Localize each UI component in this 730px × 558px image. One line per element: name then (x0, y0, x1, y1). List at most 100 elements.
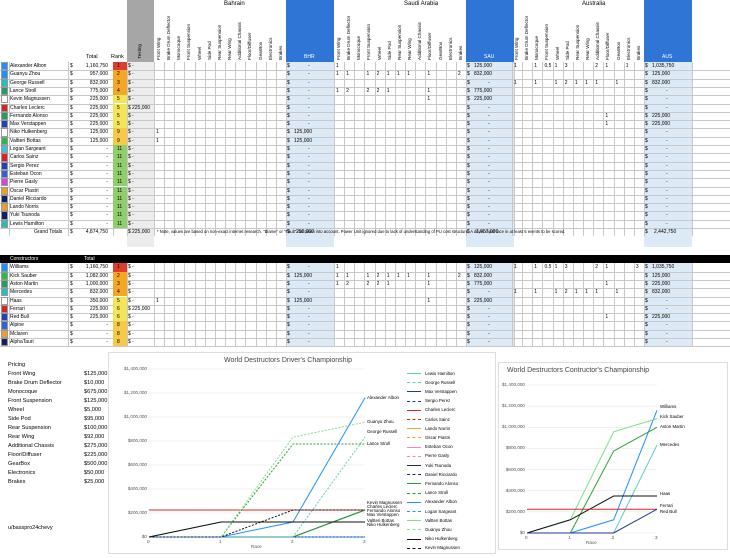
driver-sau-part-mark[interactable]: 2 (346, 87, 349, 94)
constructor-aus-part-mark[interactable]: 0.5 (544, 264, 552, 271)
driver-sau-part-mark[interactable]: 2 (376, 71, 380, 78)
constructor-aus-part-mark[interactable]: 1 (595, 289, 598, 296)
driver-row[interactable]: Lando Norris $ -11 $ - $ - $ - $ - (0, 203, 730, 212)
constructor-row[interactable]: Red Bull $225,000 6 $ - $ - $ - $225,000 1 (0, 313, 730, 322)
driver-sau-part-mark[interactable]: 1 (407, 71, 410, 78)
driver-aus-part-mark[interactable]: 1 (554, 79, 558, 86)
constructor-sau-part-mark[interactable]: 1 (386, 280, 390, 287)
driver-row[interactable]: Guanyu Zhou $957,000 2 $ - $ - $832,000 $125,000… (0, 70, 730, 79)
driver-row[interactable]: George Russell $832,000 3 $ - $ - $ - $832,000 1 1 1… (0, 78, 730, 87)
constructor-aus-part-mark[interactable]: 3 (564, 264, 568, 271)
constructor-row[interactable]: Aston Martin $1,000,000 3 $ - $ - $775,000 $225,… (0, 279, 730, 289)
constructor-aus-part-mark[interactable]: 1 (605, 280, 609, 287)
driver-sau-part-mark[interactable]: 1 (336, 71, 339, 78)
constructor-row[interactable]: Haas $350,000 5 $ - $125,000 $225,000 $ -1 (0, 296, 730, 305)
constructor-row[interactable]: Mercedes $832,000 4 $ - $ - $ - $832,000 1 1 1 2 1 1 1 1 (0, 288, 730, 297)
driver-aus-part-mark[interactable]: 1 (514, 79, 517, 86)
driver-row[interactable]: Valtteri Bottas $125,000 9 $ - $125,000 $ - $ - (0, 136, 730, 145)
driver-aus-part-mark[interactable]: 1 (595, 79, 598, 86)
constructor-sau-part-mark[interactable]: 1 (386, 272, 390, 279)
driver-aus-part-mark[interactable]: 1 (605, 63, 609, 69)
driver-aus-part-mark[interactable]: 1 (585, 79, 588, 86)
driver-sau-part-mark[interactable]: 2 (376, 87, 380, 94)
driver-sau-part-mark[interactable]: 1 (386, 71, 390, 78)
constructor-aus-part-mark[interactable]: 3 (635, 264, 639, 271)
constructor-row[interactable]: Alpine $ -8 $ - $ - $ - $ - (0, 321, 730, 330)
constructor-aus-part-mark[interactable]: 1 (514, 264, 517, 271)
constructor-aus-part-mark[interactable]: 1 (534, 264, 538, 271)
driver-sau-part-mark[interactable]: 2 (457, 71, 461, 78)
constructor-row[interactable]: Ferrari $225,000 6 $225,000 $ - $ - $ - (0, 304, 730, 314)
driver-row[interactable]: Daniel Ricciardo $ -11 $ - $ - $ - $ - (0, 194, 730, 204)
constructor-sau-part-mark[interactable]: 1 (366, 272, 370, 279)
haas-bahrain-mark[interactable]: 1 (156, 297, 159, 304)
driver-row[interactable]: Sergio Perez $ -11 $ - $ - $ - $ - (0, 161, 730, 170)
constructor-sau-part-mark[interactable]: 2 (457, 272, 461, 279)
constructor-row[interactable]: Mclaren $ -8 $ - $ - $ - $ - (0, 329, 730, 338)
constructor-row[interactable]: Williams $1,160,750 1 $ - $ - $125,000 $1,035,75… (0, 263, 730, 272)
constructor-sau-part-mark[interactable]: 1 (427, 272, 431, 279)
driver-row[interactable]: Logan Sargeant $ -11 $ - $ - $ - $ - (0, 145, 730, 154)
driver-aus-part-mark[interactable]: 1 (534, 79, 538, 86)
driver-row[interactable]: Oscar Piastri $ -11 $ - $ - $ - $ - (0, 186, 730, 195)
constructor-sau-part-mark[interactable]: 2 (346, 280, 349, 287)
driver-sau-part-mark[interactable]: 1 (366, 71, 370, 78)
driver-aus-part-mark[interactable]: 1 (534, 63, 538, 69)
bahrain-part-mark[interactable]: 1 (156, 137, 159, 144)
driver-sau-part-mark[interactable]: 1 (427, 71, 431, 78)
driver-row[interactable]: Esteban Ocon $ -11 $ - $ - $ - $ - (0, 169, 730, 179)
constructor-sau-part-mark[interactable]: 1 (396, 272, 400, 279)
constructor-aus-part-mark[interactable]: 1 (554, 289, 558, 296)
driver-row[interactable]: Yuki Tsunoda $ -11 $ - $ - $ - $ - (0, 211, 730, 220)
driver-aus-part-mark[interactable]: 2 (564, 79, 568, 86)
constructor-sau-part-mark[interactable]: 1 (427, 297, 431, 304)
driver-sau-part-mark[interactable]: 1 (427, 87, 431, 94)
driver-row[interactable]: Charles Leclerc $225,000 5 $225,000 $ - $ - $ - (0, 103, 730, 112)
constructor-sau-part-mark[interactable]: 1 (407, 272, 410, 279)
driver-aus-part-mark[interactable]: 1 (625, 63, 629, 69)
driver-aus-part-mark[interactable]: 0.5 (544, 63, 552, 69)
constructor-sau-part-mark[interactable]: 2 (366, 280, 370, 287)
driver-sau-part-mark[interactable]: 1 (427, 96, 431, 103)
constructor-aus-part-mark[interactable]: 1 (605, 264, 609, 271)
driver-row[interactable]: Lance Stroll $775,000 4 $ - $ - $775,000 $ -1 2 2 2 1… (0, 86, 730, 96)
constructor-sau-part-mark[interactable]: 1 (346, 272, 349, 279)
driver-aus-part-mark[interactable]: 1 (554, 63, 558, 69)
constructor-aus-part-mark[interactable]: 1 (585, 289, 588, 296)
driver-aus-part-mark[interactable]: 1 (574, 79, 578, 86)
constructor-sau-part-mark[interactable]: 2 (376, 280, 380, 287)
driver-aus-part-mark[interactable]: 1 (514, 63, 517, 69)
bahrain-part-mark[interactable]: 1 (156, 129, 159, 136)
constructor-aus-part-mark[interactable]: 2 (595, 264, 598, 271)
constructor-sau-part-mark[interactable]: 2 (376, 272, 380, 279)
driver-row[interactable]: Lewis Hamilton $ -11 $ - $ - $ - $ - (0, 219, 730, 228)
constructor-sau-part-mark[interactable]: 1 (336, 272, 339, 279)
driver-sau-part-mark[interactable]: 1 (346, 71, 349, 78)
driver-aus-part-mark[interactable]: 2 (595, 63, 598, 69)
driver-sau-part-mark[interactable]: 1 (336, 63, 339, 69)
driver-aus-part-mark[interactable]: 1 (605, 121, 609, 128)
driver-row[interactable]: Fernando Alonso $225,000 5 $ - $ - $ - $225,000 1 (0, 111, 730, 121)
constructor-aus-part-mark[interactable]: 1 (514, 289, 517, 296)
driver-aus-part-mark[interactable]: 3 (564, 63, 568, 69)
driver-row[interactable]: Pierre Gasly $ -11 $ - $ - $ - $ - (0, 178, 730, 187)
constructor-aus-part-mark[interactable]: 1 (574, 289, 578, 296)
constructor-sau-part-mark[interactable]: 1 (427, 280, 431, 287)
driver-sau-part-mark[interactable]: 2 (366, 87, 370, 94)
constructor-row[interactable]: Kick Sauber $1,082,000 2 $ - $125,000 $832,000… (0, 271, 730, 280)
driver-aus-part-mark[interactable]: 1 (605, 112, 609, 119)
constructor-row[interactable]: AlphaTauri $ -8 $ - $ - $ - $ - (0, 338, 730, 347)
constructor-aus-part-mark[interactable]: 1 (615, 289, 619, 296)
driver-sau-part-mark[interactable]: 1 (396, 71, 400, 78)
constructor-aus-part-mark[interactable]: 1 (554, 264, 558, 271)
constructor-aus-part-mark[interactable]: 1 (534, 289, 538, 296)
driver-sau-part-mark[interactable]: 1 (336, 87, 339, 94)
constructor-aus-part-mark[interactable]: 1 (605, 314, 609, 321)
constructor-sau-part-mark[interactable]: 1 (336, 264, 339, 271)
driver-row[interactable]: Carlos Sainz $ -11 $ - $ - $ - $ - (0, 153, 730, 162)
driver-row[interactable]: Kevin Magnussen $225,000 5 $ - $ - $225,000 $ -1 (0, 95, 730, 104)
driver-aus-part-mark[interactable]: 1 (615, 79, 619, 86)
driver-sau-part-mark[interactable]: 1 (386, 87, 390, 94)
driver-row[interactable]: Max Verstappen $225,000 5 $ - $ - $ - $225,000 1 (0, 120, 730, 129)
constructor-aus-part-mark[interactable]: 2 (564, 289, 568, 296)
